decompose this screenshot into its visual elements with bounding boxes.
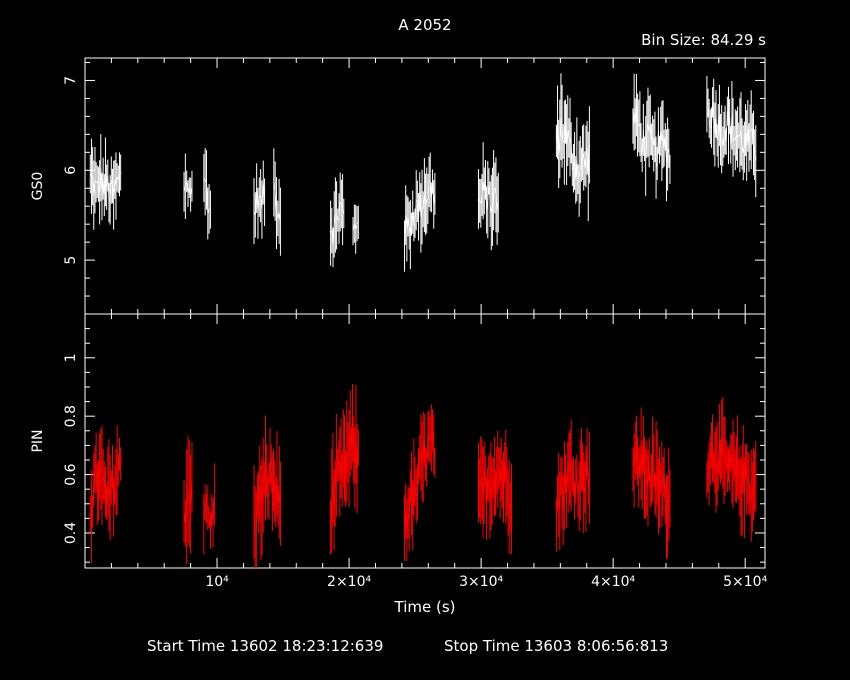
pin-line: [330, 423, 359, 528]
gs0-y-tick-label: 6: [63, 166, 79, 175]
pin-segment: [253, 415, 281, 568]
pin-y-tick-label: 0.6: [63, 463, 79, 485]
pin-segment: [203, 463, 215, 555]
gs0-line: [203, 177, 211, 214]
pin-line: [203, 494, 215, 531]
pin-line: [404, 430, 436, 531]
pin-segment: [330, 384, 359, 555]
gs0-line: [253, 182, 265, 215]
x-tick-label: 10⁴: [205, 574, 229, 590]
chart-title: A 2052: [398, 16, 451, 34]
stop-time-label: Stop Time 13603 8:06:56:813: [444, 637, 668, 655]
pin-line: [253, 456, 281, 533]
axis-ticks: 5 6 7 0.4 0.6 0.8 1 10⁴ 2×10⁴ 3×10⁴ 4×10⁴ 5×10⁴: [63, 58, 768, 590]
start-time-label: Start Time 13602 18:23:12:639: [147, 637, 383, 655]
pin-series: [89, 384, 757, 568]
gs0-segment: [555, 73, 590, 221]
gs0-line: [330, 200, 345, 248]
pin-segment: [632, 407, 671, 560]
bottom-panel-frame: [84, 313, 766, 569]
gs0-line: [352, 222, 359, 232]
gs0-segment: [404, 152, 436, 272]
gs0-line: [556, 116, 590, 180]
gs0-segment: [203, 147, 211, 240]
gs0-line: [706, 102, 757, 162]
pin-segment: [706, 397, 757, 542]
pin-y-tick-label: 0.8: [63, 405, 79, 427]
pin-segment: [89, 425, 122, 564]
gs0-series: [89, 73, 757, 272]
pin-line: [632, 444, 671, 519]
gs0-segment: [352, 204, 359, 254]
gs0-segment: [89, 134, 122, 230]
x-tick-label: 3×10⁴: [459, 574, 503, 590]
gs0-y-tick-label: 5: [63, 256, 79, 265]
pin-segment: [404, 404, 436, 562]
x-tick-label: 2×10⁴: [327, 574, 371, 590]
bin-size-label: Bin Size: 84.29 s: [641, 31, 766, 49]
pin-line: [478, 462, 512, 510]
gs0-segment: [632, 73, 671, 202]
gs0-segment: [183, 153, 193, 220]
gs0-line: [404, 181, 436, 247]
gs0-segment: [273, 148, 281, 256]
top-y-axis-label: GS0: [30, 172, 46, 201]
gs0-line: [478, 179, 499, 213]
x-tick-label: 5×10⁴: [723, 574, 767, 590]
pin-line: [89, 454, 122, 518]
x-axis-label: Time (s): [394, 598, 456, 616]
x-tick-label: 4×10⁴: [591, 574, 635, 590]
gs0-y-tick-label: 7: [63, 76, 79, 85]
pin-line: [706, 439, 757, 500]
pin-segment: [555, 419, 590, 552]
pin-segment: [183, 435, 193, 565]
pin-y-tick-label: 1: [63, 353, 79, 362]
pin-line: [556, 452, 590, 526]
gs0-segment: [253, 160, 266, 245]
pin-segment: [477, 429, 512, 555]
gs0-line: [183, 181, 193, 195]
gs0-line: [632, 105, 671, 170]
bottom-y-axis-label: PIN: [30, 429, 46, 452]
gs0-segment: [477, 142, 499, 251]
pin-line: [183, 477, 193, 524]
gs0-segment: [330, 172, 345, 268]
pin-y-tick-label: 0.4: [63, 522, 79, 544]
gs0-line: [273, 182, 281, 222]
gs0-segment: [706, 75, 757, 198]
gs0-line: [89, 167, 122, 203]
